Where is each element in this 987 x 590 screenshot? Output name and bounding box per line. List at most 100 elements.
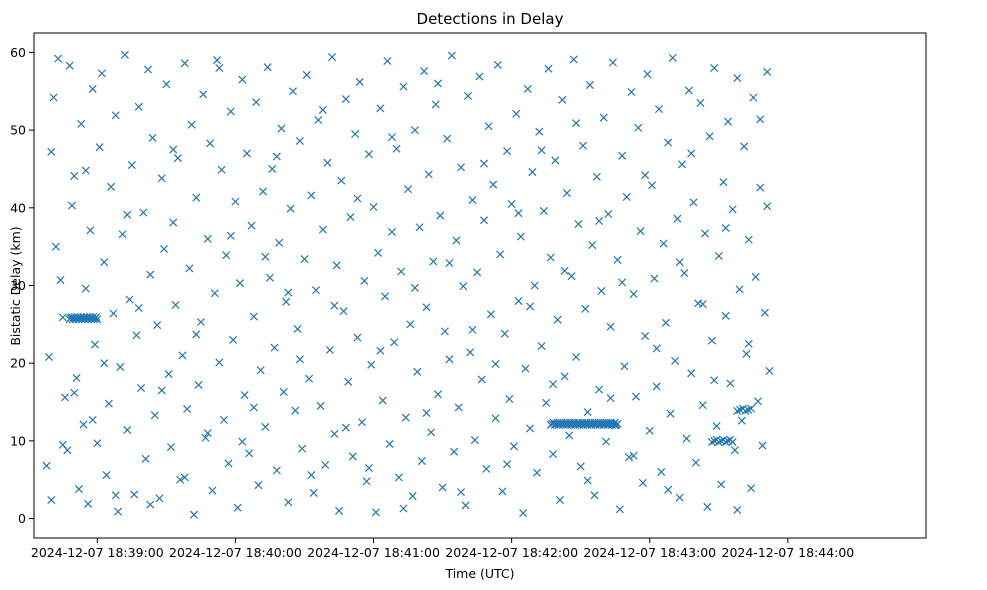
data-point (565, 431, 574, 440)
y-axis-ticks: 0 10 20 30 40 50 60 (10, 45, 34, 526)
data-point (528, 168, 537, 177)
data-point (148, 133, 157, 142)
data-point (730, 446, 739, 455)
data-point (641, 171, 650, 180)
data-point (643, 70, 652, 79)
data-point (355, 77, 364, 86)
data-point (337, 176, 346, 185)
data-point (560, 372, 569, 381)
data-point (576, 462, 585, 471)
data-point (334, 506, 344, 515)
data-point (282, 297, 291, 306)
data-point (86, 226, 95, 235)
data-point (51, 242, 60, 251)
data-point (744, 339, 753, 348)
data-point (390, 338, 399, 347)
data-point (650, 274, 659, 283)
data-point (553, 315, 562, 324)
data-point (83, 312, 92, 321)
data-point (113, 507, 123, 516)
y-axis-label: Bistatic Delay (km) (8, 226, 23, 345)
data-point (555, 495, 565, 504)
data-point (210, 289, 219, 298)
data-point (673, 214, 682, 223)
data-point (268, 164, 277, 173)
data-point (360, 276, 369, 285)
data-point (203, 234, 212, 243)
data-point (235, 279, 245, 288)
data-point (417, 457, 426, 466)
data-point (298, 444, 307, 453)
data-point (427, 428, 436, 437)
x-tick-label: 2024-12-07 18:43:00 (583, 545, 716, 560)
data-point (222, 251, 231, 260)
data-point (595, 216, 604, 226)
data-point (682, 434, 691, 443)
data-point (526, 302, 535, 311)
data-point (194, 380, 203, 389)
data-point (157, 174, 166, 183)
data-point (562, 189, 571, 198)
data-point (622, 192, 631, 201)
data-point (134, 304, 143, 313)
data-point (714, 251, 723, 261)
data-point (215, 63, 224, 72)
data-point (514, 209, 523, 218)
data-point (187, 120, 196, 129)
data-point (542, 398, 551, 407)
data-point (185, 264, 194, 273)
data-point (574, 220, 583, 229)
data-point (309, 488, 318, 497)
data-point (270, 343, 279, 352)
data-point (721, 438, 730, 447)
data-point (707, 336, 716, 345)
data-point (242, 149, 251, 158)
data-point (92, 312, 101, 321)
data-point (134, 102, 143, 111)
data-point (293, 324, 302, 334)
data-point (150, 411, 159, 420)
data-point (590, 491, 599, 500)
data-point (549, 380, 558, 389)
data-point (171, 300, 180, 309)
data-point (330, 429, 339, 438)
data-point (710, 63, 719, 72)
data-point (233, 503, 242, 512)
data-point (127, 161, 136, 170)
data-point (245, 449, 254, 458)
data-point (717, 480, 726, 489)
data-point (58, 440, 67, 449)
data-point (346, 213, 355, 222)
data-point (484, 122, 493, 131)
data-point (583, 408, 592, 417)
data-point (192, 193, 201, 202)
data-point (493, 60, 502, 69)
data-point (733, 506, 742, 515)
data-point (572, 352, 581, 362)
data-point (595, 385, 604, 394)
data-point (123, 425, 132, 435)
data-point (597, 286, 606, 295)
data-point (602, 437, 611, 446)
data-point (42, 461, 51, 470)
data-point (452, 236, 461, 245)
data-point (169, 145, 178, 154)
data-point (219, 415, 228, 424)
data-point (323, 158, 332, 167)
data-point (567, 272, 576, 281)
data-point (666, 409, 675, 418)
data-point (728, 205, 737, 214)
data-point (344, 377, 353, 386)
data-point (491, 359, 500, 368)
data-point (652, 344, 661, 353)
data-point (208, 486, 217, 495)
data-point (164, 370, 173, 379)
data-point (249, 403, 258, 412)
data-point (675, 493, 684, 502)
plot-frame (33, 32, 927, 539)
data-point (81, 166, 90, 175)
data-point (604, 209, 613, 219)
data-point (93, 439, 102, 448)
data-point (710, 376, 719, 385)
data-point (546, 253, 555, 262)
